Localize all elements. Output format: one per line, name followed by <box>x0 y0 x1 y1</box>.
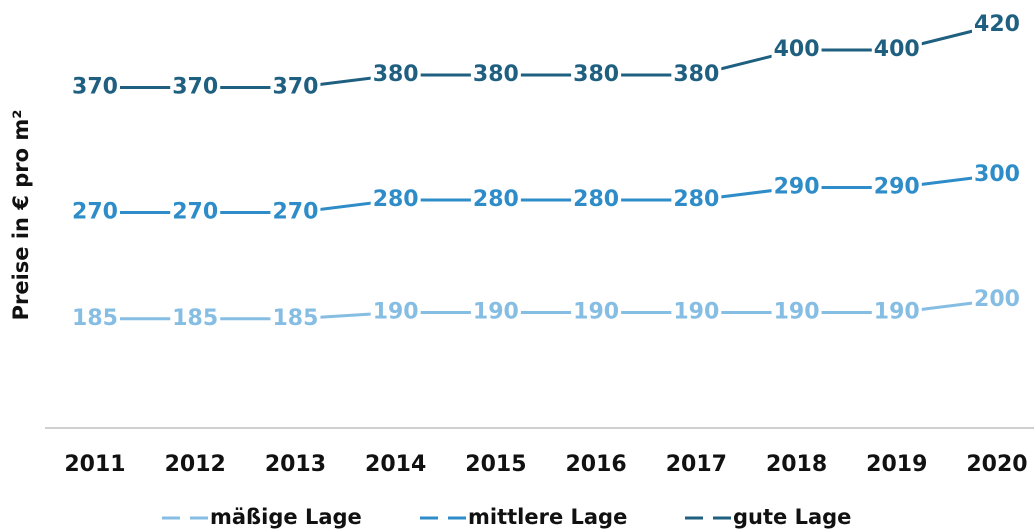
x-tick-label: 2012 <box>165 452 226 477</box>
data-label: 380 <box>473 62 519 87</box>
data-label: 190 <box>673 300 719 325</box>
label-background <box>370 61 421 89</box>
data-label: 185 <box>72 306 118 331</box>
x-tick-label: 2020 <box>966 452 1027 477</box>
data-label: 270 <box>172 200 218 225</box>
x-tick-label: 2011 <box>64 452 125 477</box>
label-background <box>771 173 822 202</box>
label-background <box>871 36 922 64</box>
label-background <box>771 298 822 327</box>
data-label: 185 <box>172 306 218 331</box>
label-background <box>871 173 922 202</box>
label-background <box>170 198 221 227</box>
data-label: 400 <box>774 37 820 62</box>
label-background <box>972 286 1022 314</box>
label-background <box>571 61 622 89</box>
data-label: 370 <box>172 75 218 100</box>
label-background <box>70 73 120 102</box>
x-tick-label: 2018 <box>766 452 827 477</box>
line <box>95 298 998 321</box>
data-label: 420 <box>974 12 1020 37</box>
label-background <box>470 186 521 214</box>
data-label: 300 <box>974 162 1020 187</box>
label-background <box>70 198 120 227</box>
data-label: 190 <box>473 300 519 325</box>
label-background <box>571 298 622 327</box>
label-background <box>972 161 1022 189</box>
x-tick-label: 2014 <box>365 452 426 477</box>
data-label: 400 <box>874 37 920 62</box>
x-tick-label: 2017 <box>666 452 727 477</box>
label-background <box>270 73 321 102</box>
data-label: 280 <box>473 187 519 212</box>
label-background <box>671 61 722 89</box>
data-label: 270 <box>72 200 118 225</box>
label-background <box>871 298 922 327</box>
label-background <box>470 61 521 89</box>
data-label: 380 <box>673 62 719 87</box>
data-label: 280 <box>673 187 719 212</box>
data-label: 190 <box>373 300 419 325</box>
line <box>95 173 998 214</box>
label-background <box>170 73 221 102</box>
label-background <box>571 186 622 214</box>
data-label: 185 <box>272 306 318 331</box>
legend-label: mäßige Lage <box>210 505 362 529</box>
label-background <box>270 304 321 333</box>
data-label: 190 <box>874 300 920 325</box>
x-tick-label: 2016 <box>565 452 626 477</box>
data-label: 370 <box>272 75 318 100</box>
label-background <box>972 11 1022 39</box>
data-label: 290 <box>874 175 920 200</box>
label-background <box>270 198 321 227</box>
data-label: 280 <box>573 187 619 212</box>
data-label: 190 <box>573 300 619 325</box>
label-background <box>470 298 521 327</box>
data-label: 290 <box>774 175 820 200</box>
label-background <box>70 304 120 333</box>
data-label: 200 <box>974 287 1020 312</box>
label-background <box>671 186 722 214</box>
data-label: 280 <box>373 187 419 212</box>
label-background <box>370 186 421 214</box>
data-label: 370 <box>72 75 118 100</box>
data-label: 190 <box>774 300 820 325</box>
line <box>95 23 998 89</box>
label-background <box>170 304 221 333</box>
legend-label: gute Lage <box>733 505 851 529</box>
x-tick-label: 2013 <box>265 452 326 477</box>
y-axis-label: Preise in € pro m² <box>9 110 33 321</box>
data-label: 270 <box>272 200 318 225</box>
label-background <box>771 36 822 64</box>
data-label: 380 <box>373 62 419 87</box>
label-background <box>370 298 421 327</box>
legend-label: mittlere Lage <box>468 505 627 529</box>
x-tick-label: 2015 <box>465 452 526 477</box>
x-tick-label: 2019 <box>866 452 927 477</box>
label-background <box>671 298 722 327</box>
data-label: 380 <box>573 62 619 87</box>
